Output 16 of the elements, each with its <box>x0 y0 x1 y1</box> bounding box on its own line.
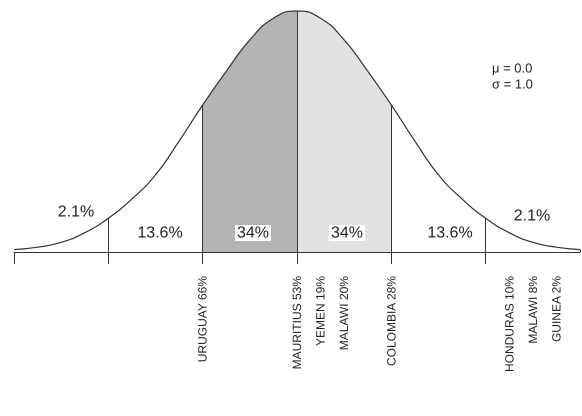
x-tick-label: YEMEN 19% <box>314 276 328 346</box>
x-tick-label: MALAWI 8% <box>526 276 540 344</box>
x-tick-label: GUINEA 2% <box>549 276 564 342</box>
annotation: 34% <box>330 224 364 242</box>
annotation: 13.6% <box>427 224 473 242</box>
x-tick-label: MAURITIUS 53% <box>290 276 304 370</box>
annotation: σ = 1.0 <box>492 76 533 92</box>
annotation: 13.6% <box>137 224 183 242</box>
annotation: μ = 0.0 <box>492 60 532 76</box>
annotation: 2.1% <box>58 204 94 220</box>
annotation: 2.1% <box>514 208 550 224</box>
x-tick-label: HONDURAS 10% <box>502 276 516 372</box>
annotation: 34% <box>236 224 270 242</box>
x-tick-label: URUGUAY 66% <box>196 276 210 362</box>
x-tick-label: MALAWI 20% <box>337 276 352 350</box>
x-tick-label: COLOMBIA 28% <box>384 276 398 366</box>
